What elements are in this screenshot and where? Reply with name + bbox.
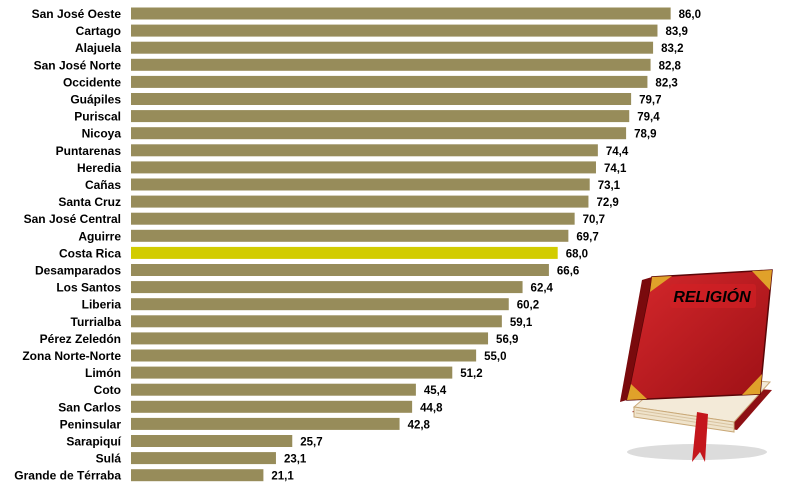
category-label: Puntarenas (56, 144, 122, 158)
value-label: 55,0 (484, 351, 506, 363)
bar-25 (131, 435, 293, 447)
category-label: Nicoya (82, 127, 122, 141)
bar-10 (131, 178, 590, 191)
bar-19 (131, 332, 489, 345)
value-label: 70,7 (583, 214, 605, 226)
bar-11 (131, 195, 589, 208)
category-label: Coto (94, 383, 121, 397)
category-label: Limón (85, 366, 121, 380)
value-label: 51,2 (460, 368, 482, 380)
category-label: Santa Cruz (58, 195, 121, 209)
bar-15 (131, 264, 549, 276)
category-label: Cañas (85, 178, 121, 192)
value-label: 73,1 (598, 180, 621, 192)
category-label: Pérez Zeledón (40, 332, 121, 346)
value-label: 83,9 (665, 26, 687, 38)
value-label: 59,1 (510, 317, 533, 329)
bar-22 (131, 383, 416, 396)
bar-9 (131, 161, 596, 174)
value-label: 66,6 (557, 266, 579, 278)
value-label: 72,9 (596, 197, 618, 209)
category-label: Alajuela (75, 41, 121, 55)
bar-27 (131, 469, 264, 482)
value-label: 82,8 (659, 60, 682, 72)
category-label: San José Norte (34, 58, 122, 72)
book-title: RELIGIÓN (673, 287, 751, 306)
bar-24 (131, 417, 400, 430)
value-label: 82,3 (655, 77, 677, 89)
value-label: 79,4 (637, 112, 660, 124)
value-label: 21,1 (271, 471, 294, 483)
category-label: Heredia (77, 161, 121, 175)
book-illustration: RELIGIÓN (620, 269, 773, 462)
category-label: Puriscal (74, 110, 121, 124)
bar-20 (131, 349, 477, 362)
bar-14 (131, 246, 558, 259)
value-label: 74,1 (604, 163, 627, 175)
category-label: San José Central (24, 212, 121, 226)
bar-5 (131, 93, 632, 105)
bar-16 (131, 281, 523, 294)
category-label: Sarapiquí (66, 435, 121, 449)
value-label: 68,0 (566, 248, 588, 260)
category-label: Sulá (96, 452, 122, 466)
value-label: 56,9 (496, 334, 518, 346)
value-label: 86,0 (679, 9, 701, 21)
value-label: 69,7 (576, 231, 598, 243)
value-label: 23,1 (284, 454, 307, 466)
category-label: Grande de Térraba (14, 469, 121, 483)
category-label: Turrialba (71, 315, 122, 329)
bar-8 (131, 144, 598, 157)
bar-18 (131, 315, 502, 328)
category-label: Peninsular (60, 417, 122, 431)
bar-12 (131, 212, 575, 225)
value-label: 74,4 (606, 146, 629, 158)
bar-4 (131, 75, 648, 88)
category-label: Aguirre (78, 229, 121, 243)
category-label: San José Oeste (32, 7, 122, 21)
value-label: 60,2 (517, 300, 539, 312)
bar-21 (131, 366, 453, 379)
value-label: 45,4 (424, 385, 447, 397)
value-label: 25,7 (300, 437, 322, 449)
value-label: 78,9 (634, 129, 656, 141)
category-label: Liberia (82, 298, 122, 312)
category-label: Zona Norte-Norte (22, 349, 121, 363)
category-label: Occidente (63, 75, 121, 89)
bar-13 (131, 229, 569, 242)
value-label: 62,4 (531, 283, 554, 295)
bar-23 (131, 400, 413, 413)
bar-26 (131, 452, 276, 465)
bar-2 (131, 41, 654, 54)
bar-3 (131, 58, 651, 71)
category-label: Cartago (76, 24, 121, 38)
bar-0 (131, 7, 671, 20)
religion-book-icon: RELIGIÓN (620, 269, 773, 462)
category-label: Costa Rica (59, 246, 121, 260)
value-label: 83,2 (661, 43, 683, 55)
bar-1 (131, 24, 658, 37)
value-label: 42,8 (408, 419, 431, 431)
category-label: Los Santos (56, 281, 121, 295)
bar-7 (131, 127, 627, 140)
category-label: Desamparados (35, 264, 121, 278)
category-label: San Carlos (58, 400, 121, 414)
category-label: Guápiles (70, 93, 121, 107)
value-label: 79,7 (639, 95, 661, 107)
bar-6 (131, 110, 630, 123)
value-label: 44,8 (420, 402, 443, 414)
bar-17 (131, 298, 509, 311)
